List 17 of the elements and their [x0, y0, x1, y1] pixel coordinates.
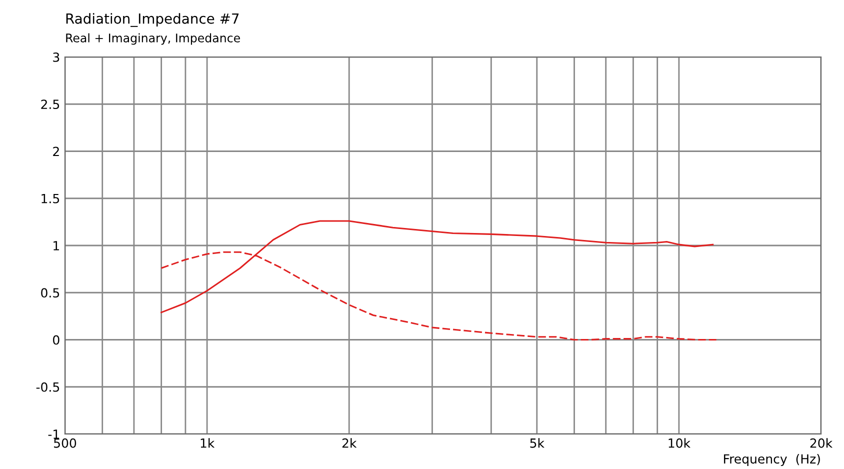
y-tick-label: 1 — [54, 241, 59, 250]
x-tick-label: 10k — [668, 438, 690, 448]
y-tick-label: 3 — [53, 52, 60, 62]
chart-subtitle: Real + Imaginary, Impedance — [66, 33, 240, 45]
x-tick-label: 2k — [342, 438, 357, 448]
x-tick-label: 500 — [54, 438, 76, 448]
y-tick-label: 0.5 — [41, 288, 60, 298]
x-tick-label: 20k — [810, 438, 833, 448]
x-axis-title: Frequency (Hz) — [724, 454, 820, 466]
chart-title: Radiation_Impedance #7 — [66, 13, 239, 27]
y-tick-label: -0.5 — [36, 382, 60, 392]
y-tick-label: 1.5 — [42, 194, 60, 204]
x-tick-label: 5k — [530, 438, 544, 448]
x-tick-label: 1k — [200, 438, 215, 448]
y-tick-label: 2.5 — [41, 100, 60, 110]
y-tick-label: 2 — [53, 146, 59, 156]
y-tick-label: 0 — [53, 335, 60, 345]
